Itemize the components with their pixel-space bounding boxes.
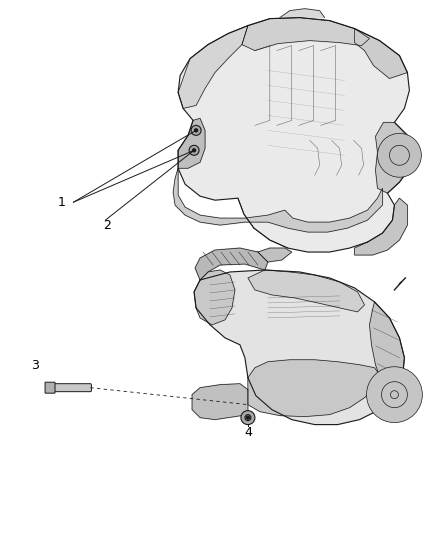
Polygon shape <box>258 248 292 262</box>
Polygon shape <box>178 118 205 168</box>
Text: 4: 4 <box>244 426 252 439</box>
Polygon shape <box>178 26 248 108</box>
Circle shape <box>194 129 198 132</box>
Circle shape <box>189 146 199 155</box>
Text: 3: 3 <box>31 359 39 372</box>
Circle shape <box>367 367 422 423</box>
Polygon shape <box>370 302 404 387</box>
Circle shape <box>191 125 201 135</box>
Polygon shape <box>242 18 370 51</box>
Polygon shape <box>248 270 364 312</box>
Polygon shape <box>355 198 407 255</box>
FancyBboxPatch shape <box>45 382 55 393</box>
Polygon shape <box>173 168 382 232</box>
FancyBboxPatch shape <box>52 384 92 392</box>
Polygon shape <box>355 29 407 78</box>
Polygon shape <box>194 270 235 325</box>
Text: 2: 2 <box>103 219 111 232</box>
Polygon shape <box>178 18 411 252</box>
Circle shape <box>247 416 249 419</box>
Polygon shape <box>375 123 411 193</box>
Polygon shape <box>195 248 268 280</box>
Polygon shape <box>192 384 248 419</box>
Polygon shape <box>248 360 379 417</box>
Circle shape <box>378 133 421 177</box>
Text: 1: 1 <box>57 196 65 208</box>
Circle shape <box>193 149 196 152</box>
Polygon shape <box>280 9 325 18</box>
Polygon shape <box>194 270 404 425</box>
Circle shape <box>241 410 255 425</box>
